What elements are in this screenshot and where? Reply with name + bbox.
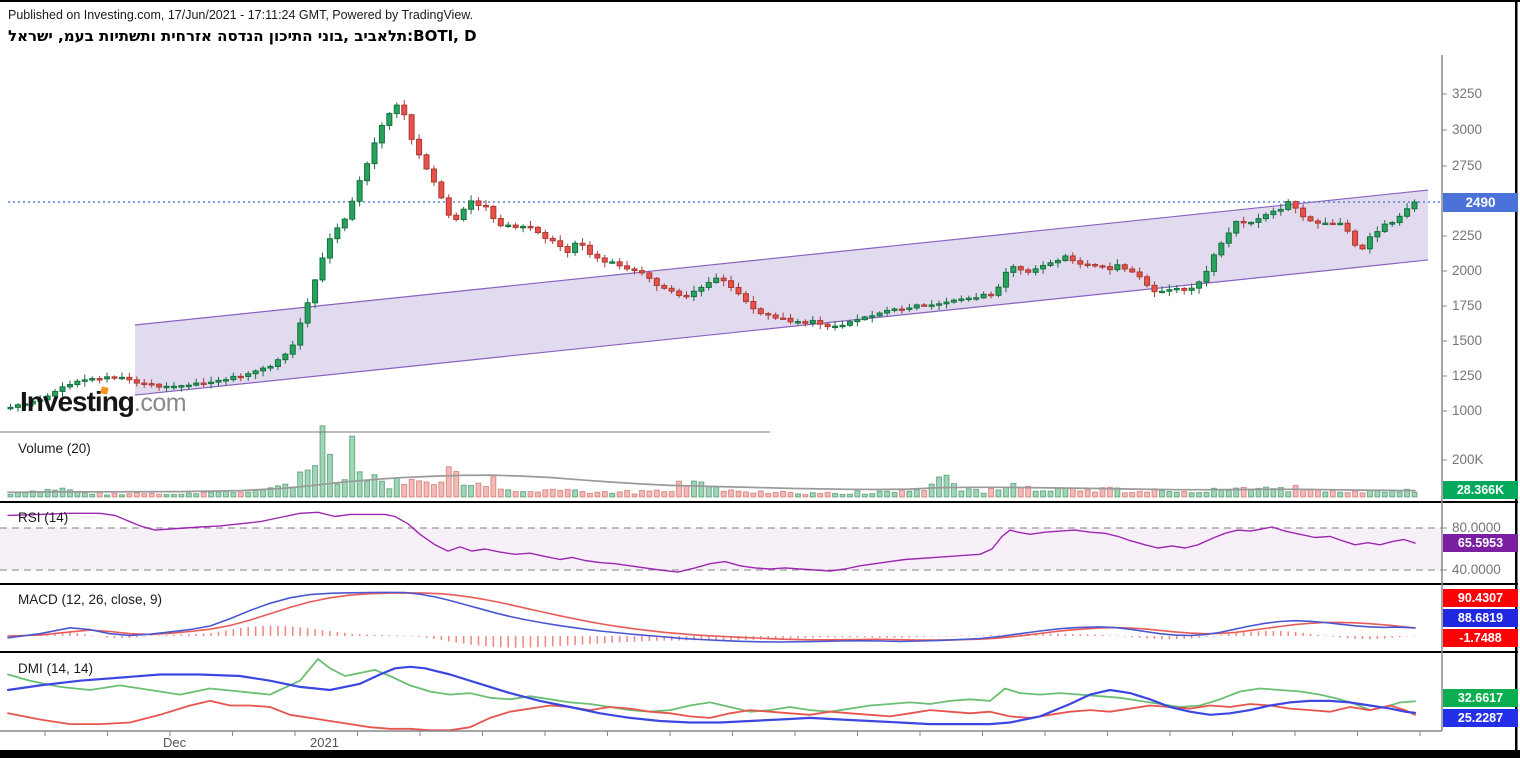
macd-pane-label: MACD (12, 26, close, 9)	[18, 592, 163, 607]
logo-wordmark: Investing	[20, 386, 135, 417]
axis-label: 1750	[1452, 298, 1483, 313]
volume-pane-label: Volume (20)	[18, 441, 91, 456]
axis-label: 1500	[1452, 333, 1483, 348]
axis-label: 40.0000	[1452, 562, 1501, 577]
value-badge-rsi-last: 65.5953	[1443, 534, 1518, 552]
value-badge-dmi-blue: 25.2287	[1443, 709, 1518, 727]
value-badge-macd-hist: -1.7488	[1443, 629, 1518, 647]
rsi-pane-label: RSI (14)	[18, 510, 69, 525]
axis-label: 1250	[1452, 368, 1483, 383]
value-badge-volume-last: 28.366K	[1443, 481, 1518, 499]
axis-label: 2750	[1452, 158, 1483, 173]
chart-title: תלאביב ,בוני התיכון הנדסה אזרחית ותשתיות…	[8, 27, 477, 45]
axis-label: 80.0000	[1452, 520, 1501, 535]
value-badge-price-last: 2490	[1443, 193, 1518, 212]
published-line: Published on Investing.com, 17/Jun/2021 …	[8, 8, 474, 22]
axis-label: 2000	[1452, 263, 1483, 278]
value-badge-macd-main: 88.6819	[1443, 609, 1518, 627]
axis-label: 200K	[1452, 452, 1484, 467]
value-badge-macd-signal: 90.4307	[1443, 589, 1518, 607]
axis-label: 2250	[1452, 228, 1483, 243]
axis-label: 3000	[1452, 122, 1483, 137]
dmi-pane-label: DMI (14, 14)	[18, 661, 94, 676]
logo-tld: .com	[133, 389, 187, 417]
time-axis-label: 2021	[310, 735, 339, 750]
investing-logo: Investing.com	[20, 386, 187, 420]
value-badge-dmi-green: 32.6617	[1443, 689, 1518, 707]
axis-label: 1000	[1452, 403, 1483, 418]
axis-label: 3250	[1452, 86, 1483, 101]
time-axis-label: Dec	[163, 735, 187, 750]
